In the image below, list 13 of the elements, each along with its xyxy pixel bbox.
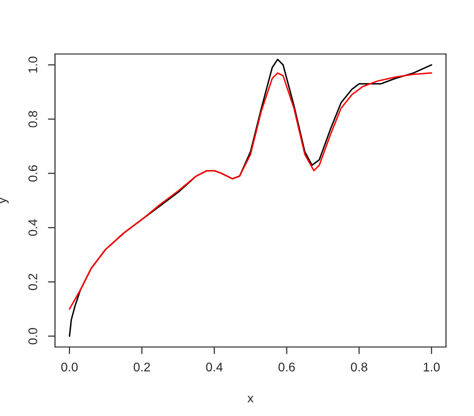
x-tick-label: 0.0	[61, 362, 78, 372]
x-tick-label: 1.0	[424, 362, 440, 372]
x-tick-label: 0.2	[134, 362, 150, 372]
y-tick-label: 0.0	[28, 328, 38, 344]
y-tick-label: 0.4	[28, 219, 38, 236]
x-tick-label: 0.6	[278, 362, 295, 372]
x-tick-label: 0.4	[206, 362, 223, 372]
x-axis-title: x	[248, 396, 254, 402]
x-tick-label: 0.8	[350, 362, 368, 372]
y-tick-label: 0.6	[28, 165, 38, 182]
y-tick-label: 1.0	[28, 56, 38, 73]
y-tick-label: 0.8	[28, 110, 38, 128]
y-tick-label: 0.2	[28, 274, 38, 290]
